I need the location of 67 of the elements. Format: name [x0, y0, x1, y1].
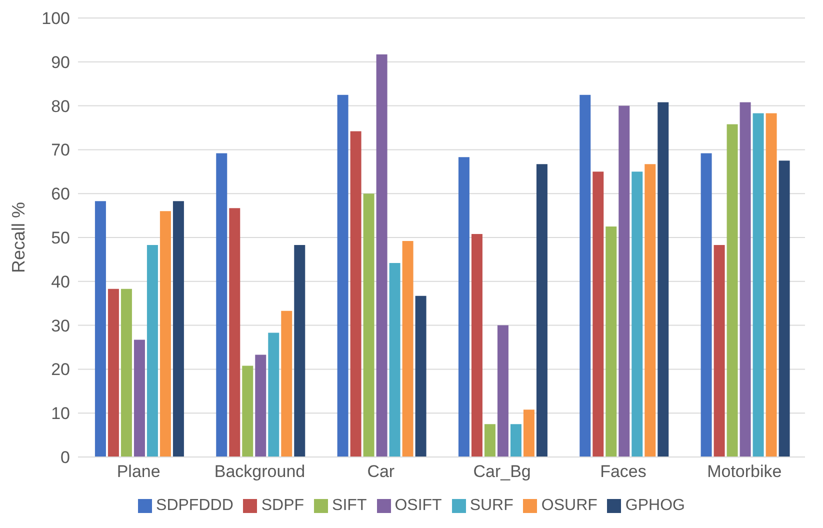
bar [580, 94, 591, 457]
bar [592, 172, 604, 457]
x-tick-label: Motorbike [707, 462, 782, 482]
bar [523, 410, 534, 457]
y-tick-label: 40 [51, 272, 70, 292]
bar [471, 234, 482, 457]
x-tick-label: Background [214, 462, 306, 482]
y-tick-label: 20 [51, 360, 70, 380]
y-tick-label: 80 [51, 96, 70, 116]
bar [389, 262, 400, 457]
y-tick-label: 0 [60, 448, 70, 468]
bar [415, 296, 426, 457]
bar [229, 208, 240, 457]
y-tick-label: 60 [51, 184, 70, 204]
bar [740, 102, 751, 457]
bar [752, 113, 764, 457]
y-tick-label: 90 [51, 52, 70, 72]
bar [216, 153, 228, 457]
bar [402, 241, 414, 457]
bar [766, 113, 777, 457]
legend-label: OSIFT [394, 497, 442, 514]
bar [350, 131, 362, 457]
bar [172, 201, 184, 457]
bar [536, 164, 548, 457]
bar [484, 424, 496, 457]
y-tick-label: 50 [51, 228, 70, 248]
y-tick-label: 70 [51, 140, 70, 160]
bar [268, 332, 280, 457]
y-tick-label: 30 [51, 316, 70, 336]
bar [337, 94, 348, 457]
bar [458, 157, 470, 457]
bar [497, 325, 508, 457]
legend-label: SDPF [261, 497, 304, 514]
y-tick-label: 100 [42, 9, 70, 28]
legend-label: GPHOG [625, 497, 685, 514]
x-tick-label: Car_Bg [473, 462, 531, 482]
bar [108, 288, 119, 457]
bar [255, 354, 266, 457]
legend-label: SIFT [332, 497, 367, 514]
bar [146, 244, 158, 457]
y-tick-label: 10 [51, 404, 70, 424]
bar [618, 106, 630, 457]
bar [120, 288, 132, 457]
bar [606, 226, 617, 457]
bar [726, 124, 738, 457]
y-axis-title: Recall % [8, 202, 28, 274]
bar [658, 102, 669, 457]
bar [376, 54, 388, 457]
bar [714, 244, 725, 457]
legend-label: OSURF [541, 497, 598, 514]
bar [700, 153, 712, 457]
bar [294, 244, 306, 457]
legend-label: SDPFDDD [156, 497, 234, 514]
bar [778, 160, 790, 457]
legend-label: SURF [470, 497, 514, 514]
x-tick-label: Faces [600, 462, 646, 482]
bar [510, 424, 522, 457]
bar [242, 366, 254, 457]
bar [160, 211, 171, 457]
x-tick-label: Car [367, 462, 395, 482]
bar [632, 172, 643, 457]
bar [94, 201, 106, 457]
bar [134, 340, 145, 457]
bar [644, 164, 656, 457]
x-tick-label: Plane [116, 462, 160, 482]
bar [281, 310, 292, 457]
bar [363, 194, 374, 457]
